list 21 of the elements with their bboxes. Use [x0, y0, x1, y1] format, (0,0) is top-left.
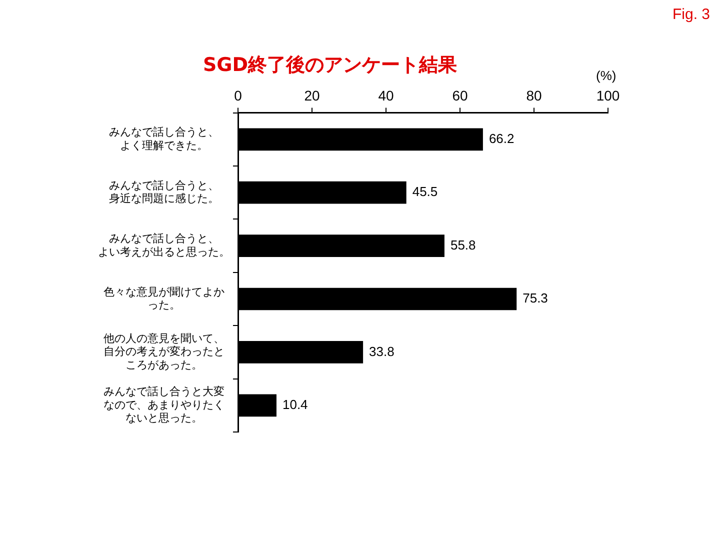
data-label: 45.5	[412, 184, 438, 200]
chart-title: SGD終了後のアンケート結果	[202, 53, 458, 78]
x-tick-label: 80	[526, 87, 542, 104]
x-tick-label: 40	[378, 87, 394, 104]
data-label: 66.2	[488, 130, 514, 146]
y-tick-label: みんなで話し合うと、よく理解できた。	[109, 126, 219, 152]
data-label: 75.3	[522, 290, 548, 306]
y-tick-label: 色々な意見が聞けてよかった。	[104, 285, 224, 312]
y-tick-label: みんなで話し合うと、よい考えが出ると思った。	[98, 232, 230, 258]
x-tick-label: 100	[596, 87, 620, 104]
caption: Fig. 3	[672, 6, 710, 23]
y-tick-label: みんなで話し合うと大変なので、あまりやりたくないと思った。	[104, 385, 224, 424]
data-label: 10.4	[282, 396, 308, 412]
x-tick-label: 20	[304, 87, 320, 104]
x-tick-label: 0	[234, 87, 242, 104]
x-axis-title: (%)	[596, 68, 616, 83]
data-label: 55.8	[450, 237, 476, 252]
y-tick-label: 他の人の意見を聞いて、自分の考えが変わったところがあった。	[104, 332, 224, 372]
data-label: 33.8	[369, 344, 394, 359]
x-tick-label: 60	[452, 87, 468, 104]
y-tick-label: みんなで話し合うと、身近な問題に感じた。	[109, 178, 219, 206]
